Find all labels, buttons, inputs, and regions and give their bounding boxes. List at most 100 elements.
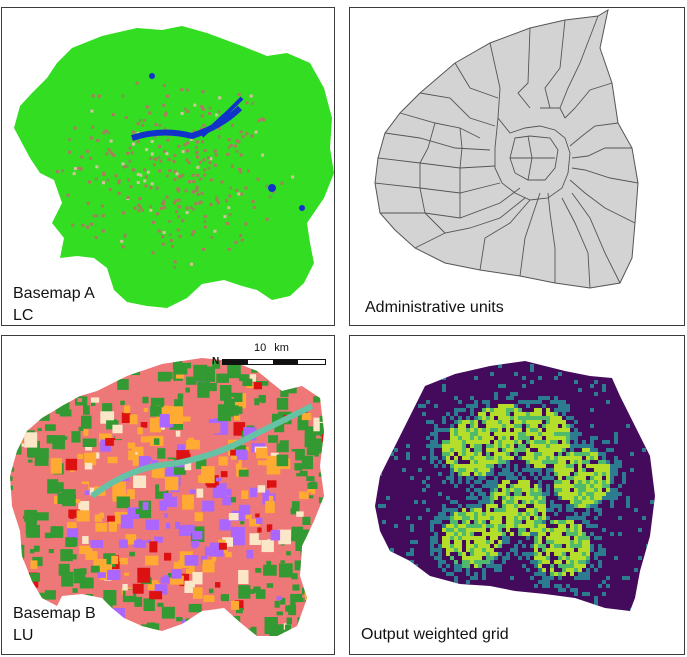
grid-cell	[454, 436, 458, 440]
grid-cell	[626, 576, 630, 580]
grid-cell	[482, 568, 486, 572]
grid-cell	[606, 472, 610, 476]
grid-cell	[546, 476, 550, 480]
lu-patch	[201, 423, 212, 431]
grid-cell	[454, 428, 458, 432]
grid-cell	[422, 488, 426, 492]
grid-cell	[526, 524, 530, 528]
grid-cell	[446, 540, 450, 544]
grid-cell	[518, 504, 522, 508]
grid-cell	[518, 484, 522, 488]
grid-cell	[442, 504, 446, 508]
lc-urban-pixel	[161, 235, 165, 239]
grid-cell	[386, 404, 390, 408]
grid-cell	[478, 464, 482, 468]
lu-patch	[318, 472, 324, 477]
grid-cell	[474, 416, 478, 420]
grid-cell	[554, 412, 558, 416]
lu-patch	[184, 555, 199, 566]
grid-cell	[462, 564, 466, 568]
lu-patch	[84, 488, 90, 496]
grid-cell	[566, 436, 570, 440]
grid-cell	[514, 448, 518, 452]
lu-patch	[14, 544, 25, 558]
lu-patch	[278, 529, 291, 545]
lu-patch	[68, 375, 77, 384]
lu-patch	[299, 470, 308, 477]
lu-patch	[299, 491, 309, 500]
grid-cell	[502, 416, 506, 420]
lc-urban-pixel	[143, 179, 147, 183]
lu-patch	[44, 359, 50, 364]
lu-patch	[302, 546, 313, 558]
grid-cell	[562, 444, 566, 448]
grid-cell	[602, 592, 606, 596]
grid-cell	[514, 616, 518, 620]
grid-cell	[534, 440, 538, 444]
grid-cell	[562, 432, 566, 436]
grid-cell	[582, 500, 586, 504]
lu-patch	[311, 637, 321, 643]
grid-cell	[614, 472, 618, 476]
grid-cell	[570, 524, 574, 528]
grid-cell	[594, 552, 598, 556]
lu-patch	[10, 440, 22, 455]
caption-title: Output weighted grid	[361, 626, 509, 643]
grid-cell	[526, 532, 530, 536]
north-arrow-icon: N	[212, 356, 220, 367]
lc-urban-pixel	[162, 84, 166, 87]
lu-patch	[153, 514, 165, 523]
grid-cell	[538, 444, 542, 448]
grid-cell	[434, 532, 438, 536]
grid-cell	[486, 428, 490, 432]
grid-cell	[534, 452, 538, 456]
grid-cell	[530, 544, 534, 548]
grid-cell	[502, 432, 506, 436]
lc-urban-pixel	[136, 172, 140, 176]
grid-cell	[490, 448, 494, 452]
grid-cell	[526, 568, 530, 572]
lc-urban-pixel	[185, 206, 189, 210]
lu-patch	[15, 596, 20, 600]
lu-patch	[233, 392, 243, 402]
grid-cell	[582, 488, 586, 492]
lu-patch	[211, 556, 217, 562]
lu-patch	[127, 442, 136, 449]
grid-cell	[382, 548, 386, 552]
grid-cell	[566, 584, 570, 588]
lc-urban-pixel	[235, 139, 239, 143]
grid-cell	[490, 492, 494, 496]
lc-urban-pixel	[92, 214, 96, 218]
grid-cell	[538, 496, 542, 500]
grid-cell	[594, 524, 598, 528]
lu-patch	[84, 452, 97, 466]
grid-cell	[534, 560, 538, 564]
lc-urban-pixel	[238, 167, 242, 171]
grid-cell	[466, 472, 470, 476]
grid-cell	[630, 468, 634, 472]
grid-cell	[522, 504, 526, 508]
grid-cell	[570, 432, 574, 436]
grid-cell	[522, 420, 526, 424]
lu-patch	[267, 480, 277, 489]
lu-patch	[140, 436, 151, 443]
grid-cell	[502, 480, 506, 484]
lc-urban-pixel	[102, 181, 105, 185]
lu-patch	[230, 526, 245, 546]
grid-cell	[478, 516, 482, 520]
lu-patch	[57, 492, 66, 504]
grid-cell	[566, 492, 570, 496]
grid-cell	[430, 420, 434, 424]
lc-urban-pixel	[165, 195, 169, 199]
grid-cell	[558, 436, 562, 440]
grid-cell	[510, 504, 514, 508]
grid-cell	[534, 484, 538, 488]
lu-patch	[105, 438, 116, 446]
grid-cell	[538, 468, 542, 472]
grid-cell	[566, 532, 570, 536]
lu-patch	[239, 374, 249, 382]
grid-cell	[578, 540, 582, 544]
grid-cell	[594, 508, 598, 512]
grid-cell	[450, 512, 454, 516]
grid-cell	[454, 508, 458, 512]
